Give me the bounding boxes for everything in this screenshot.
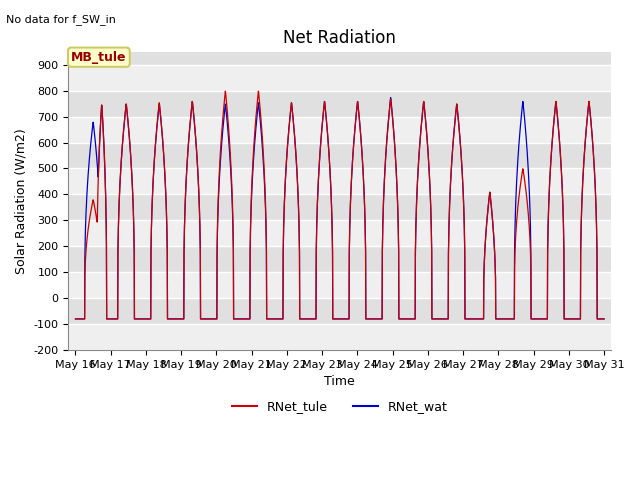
Text: MB_tule: MB_tule xyxy=(71,51,127,64)
RNet_wat xyxy=(499,316,507,322)
RNet_wat xyxy=(593,233,600,239)
Bar xyxy=(68,324,611,350)
RNet_wat xyxy=(124,121,132,127)
RNet_tule xyxy=(593,233,600,239)
Bar xyxy=(68,65,611,91)
RNet_tule xyxy=(72,316,79,322)
RNet_tule xyxy=(372,316,380,322)
Title: Net Radiation: Net Radiation xyxy=(284,29,396,48)
RNet_wat xyxy=(387,95,394,100)
RNet_wat xyxy=(239,316,246,322)
RNet_tule xyxy=(124,121,132,127)
RNet_tule xyxy=(239,316,246,322)
Line: RNet_wat: RNet_wat xyxy=(76,97,604,319)
Text: No data for f_SW_in: No data for f_SW_in xyxy=(6,14,116,25)
Legend: RNet_tule, RNet_wat: RNet_tule, RNet_wat xyxy=(227,396,452,419)
X-axis label: Time: Time xyxy=(324,375,355,388)
RNet_tule xyxy=(529,316,536,322)
Bar xyxy=(68,117,611,143)
Line: RNet_tule: RNet_tule xyxy=(76,91,604,319)
Bar xyxy=(68,272,611,298)
Bar xyxy=(68,168,611,194)
RNet_tule xyxy=(221,88,229,94)
RNet_wat xyxy=(371,316,379,322)
RNet_tule xyxy=(499,316,507,322)
RNet_tule xyxy=(600,316,608,322)
Bar xyxy=(68,220,611,246)
Y-axis label: Solar Radiation (W/m2): Solar Radiation (W/m2) xyxy=(15,128,28,274)
RNet_wat xyxy=(72,316,79,322)
RNet_wat xyxy=(529,316,536,322)
RNet_wat xyxy=(600,316,608,322)
